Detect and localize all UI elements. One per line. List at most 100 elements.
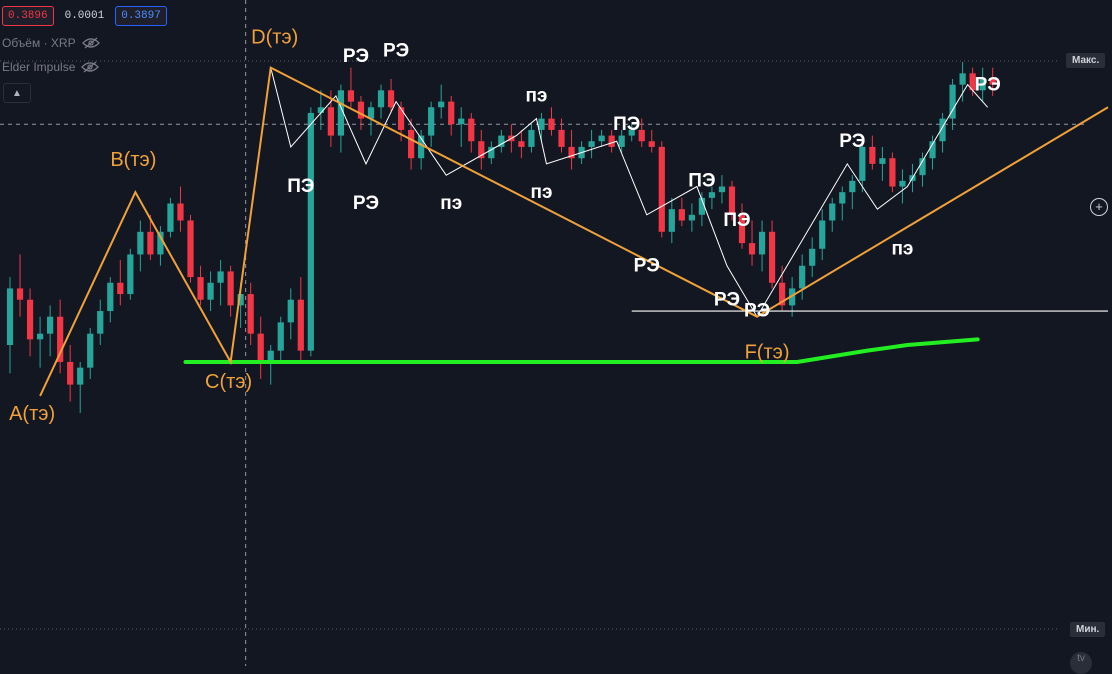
candle-body [277, 322, 284, 351]
candle-bear [347, 67, 355, 108]
spread-value: 0.0001 [64, 10, 105, 22]
candle-body [919, 158, 926, 176]
pattern-line [39, 66, 1109, 397]
candle-bull [809, 237, 816, 278]
candle-bear [147, 214, 154, 261]
wave-annotation: ПЭ [613, 114, 640, 135]
wave-annotation: пэ [530, 182, 552, 203]
candle-bull [799, 254, 806, 300]
candle-bear [407, 118, 415, 170]
candle-body [16, 288, 24, 300]
candle-body [307, 112, 314, 351]
plus-icon[interactable]: + [1090, 198, 1108, 216]
candle-bear [478, 129, 485, 170]
candle-body [227, 271, 234, 306]
candle-bull [598, 129, 605, 147]
candle-body [949, 84, 956, 119]
candle-body [528, 129, 535, 147]
candle-bull [207, 271, 214, 312]
candle-body [147, 231, 154, 255]
candle-bear [117, 260, 124, 306]
wave-annotation: ПЭ [688, 171, 715, 192]
bid-price[interactable]: 0.3896 [2, 6, 54, 26]
candle-body [698, 197, 706, 215]
candle-bear [177, 186, 184, 232]
chevron-up-icon: ▲ [12, 87, 22, 99]
candle-body [849, 180, 856, 193]
candle-body [36, 333, 44, 340]
min-price-label: Мин. [1070, 622, 1106, 637]
eye-off-icon[interactable] [81, 61, 100, 73]
candle-bull [618, 129, 625, 153]
candle-body [879, 158, 886, 164]
candle-bear [568, 129, 575, 170]
candle-bull [498, 129, 505, 153]
collapse-legend-button[interactable]: ▲ [3, 83, 31, 103]
elder-impulse-label: Elder Impulse [2, 60, 76, 74]
candle-bear [257, 316, 264, 379]
candle-body [67, 361, 74, 385]
candle-bull [819, 209, 826, 261]
candle-body [488, 146, 495, 159]
candle-bear [869, 135, 876, 170]
pattern-point-label-a: A(тэ) [9, 403, 55, 425]
candle-bull [277, 316, 284, 362]
candle-body [438, 101, 445, 108]
candle-body [558, 129, 565, 147]
candle-bear [187, 214, 194, 283]
candle-body [77, 367, 84, 385]
candle-body [989, 78, 996, 85]
candle-bear [247, 282, 254, 345]
candle-body [979, 78, 986, 91]
candle-body [748, 243, 756, 255]
candle-bull [458, 107, 465, 147]
eye-off-icon[interactable] [81, 37, 100, 49]
candle-bear [26, 288, 34, 357]
candle-body [317, 107, 324, 113]
candle-bear [327, 90, 334, 147]
candle-body [518, 141, 525, 147]
tradingview-logo-icon[interactable]: tv [1070, 652, 1092, 674]
candle-bull [758, 220, 766, 272]
candle-body [478, 141, 485, 159]
candle-body [768, 231, 776, 283]
candle-body [799, 265, 806, 289]
candle-body [337, 90, 345, 136]
elder-impulse-row[interactable]: Elder Impulse [2, 60, 100, 74]
pattern-point-label-d: D(тэ) [251, 27, 298, 49]
volume-indicator-row[interactable]: Объём · XRP [2, 36, 100, 50]
candle-bear [558, 118, 565, 153]
candle-bear [969, 67, 976, 96]
candle-bear [648, 129, 655, 153]
candle-bull [528, 124, 535, 153]
candle-body [708, 192, 716, 198]
candle-bear [227, 265, 234, 317]
candle-body [347, 90, 355, 102]
candle-bear [738, 203, 746, 249]
candle-body [137, 231, 144, 255]
candle-body [638, 129, 645, 142]
candle-bull [317, 90, 324, 130]
candle-body [157, 231, 164, 255]
candle-bear [297, 277, 304, 362]
wave-annotation: РЭ [975, 74, 1001, 95]
candle-body [377, 90, 385, 108]
support-line [183, 337, 980, 364]
candle-bull [939, 112, 946, 153]
candle-body [458, 118, 465, 125]
max-price-label: Макс. [1066, 53, 1106, 68]
candle-bull [287, 288, 294, 340]
ask-price[interactable]: 0.3897 [115, 6, 167, 26]
candle-bull [879, 146, 886, 181]
candle-bull [668, 197, 675, 244]
candle-body [859, 146, 866, 181]
candle-body [648, 141, 655, 147]
candle-bull [839, 186, 846, 221]
pattern-point-label-f: F(тэ) [745, 342, 790, 364]
wave-annotation: пэ [525, 86, 547, 107]
candle-bear [197, 265, 204, 306]
wave-annotation: ПЭ [723, 210, 750, 231]
candle-bull [77, 361, 84, 413]
candle-bear [768, 220, 776, 289]
